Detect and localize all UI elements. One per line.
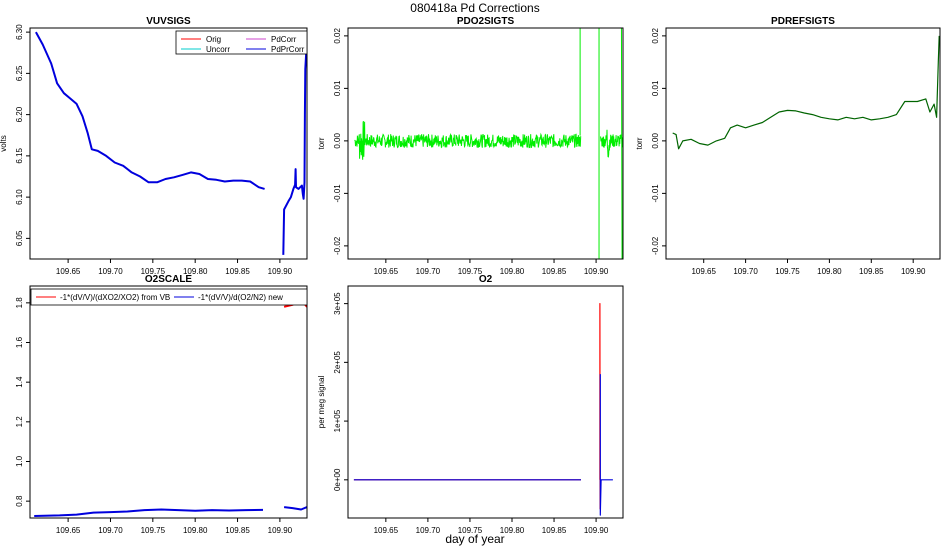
vuvsigs-plot — [35, 31, 307, 255]
pdrefsigts-xtick-label: 109.90 — [901, 267, 926, 276]
pdrefsigts-xtick-label: 109.85 — [859, 267, 884, 276]
pdrefsigts-series-line — [672, 35, 940, 150]
page-xlabel: day of year — [445, 532, 504, 546]
o2-ylabel: per meg signal — [317, 376, 326, 429]
pdo2sigts-ytick-label: -0.02 — [333, 236, 342, 255]
vuvsigs-ytick-label: 6.25 — [15, 65, 24, 81]
pdrefsigts-xtick-label: 109.80 — [817, 267, 842, 276]
o2scale-ytick-label: 1.8 — [15, 297, 24, 309]
o2scale-ytick-label: 0.8 — [15, 495, 24, 507]
o2scale-ytick-label: 1.2 — [15, 416, 24, 428]
pdo2sigts-ytick-label: 0.01 — [333, 80, 342, 96]
pdo2sigts-xtick-label: 109.70 — [416, 267, 441, 276]
o2scale-series-line — [283, 506, 307, 511]
o2scale-series-line — [34, 508, 264, 517]
vuvsigs-series-line — [35, 31, 265, 190]
o2-frame — [347, 285, 624, 519]
pdo2sigts-xtick-label: 109.85 — [542, 267, 567, 276]
pdo2sigts-xtick-label: 109.75 — [458, 267, 483, 276]
pdo2sigts-panel: PDO2SIGTS 109.65 109.70 109.75 109.80 109.85 1… — [317, 16, 624, 276]
o2-xtick-label: 109.90 — [584, 526, 609, 535]
o2scale-frame — [29, 285, 308, 519]
pdrefsigts-ytick-label: 0.01 — [651, 80, 660, 96]
o2scale-title: O2SCALE — [145, 274, 193, 285]
vuvsigs-xtick-label: 109.90 — [268, 267, 293, 276]
vuvsigs-legend-label: PdCorr — [271, 35, 297, 44]
vuvsigs-xtick-label: 109.65 — [56, 267, 81, 276]
pdrefsigts-xtick-label: 109.70 — [733, 267, 758, 276]
vuvsigs-ytick-label: 6.20 — [15, 106, 24, 122]
vuvsigs-ytick-label: 6.15 — [15, 148, 24, 164]
pdrefsigts-ytick-label: -0.02 — [651, 236, 660, 255]
vuvsigs-legend-label: PdPrCorr — [271, 45, 305, 54]
o2scale-xtick-label: 109.80 — [183, 526, 208, 535]
o2scale-legend-label: -1*(dV/V)/(dXO2/XO2) from VB — [60, 293, 170, 302]
o2scale-xtick-label: 109.85 — [225, 526, 250, 535]
pdo2sigts-title: PDO2SIGTS — [457, 16, 515, 27]
o2scale-xtick-label: 109.65 — [56, 526, 81, 535]
pdrefsigts-frame — [665, 27, 941, 260]
vuvsigs-series-line — [282, 52, 307, 255]
o2-ytick-label: 3e+05 — [333, 292, 342, 315]
pdo2sigts-ylabel: torr — [317, 137, 326, 149]
vuvsigs-ytick-label: 6.10 — [15, 189, 24, 205]
o2scale-legend-box — [30, 288, 308, 306]
o2-xtick-label: 109.70 — [416, 526, 441, 535]
vuvsigs-legend-box — [175, 30, 308, 55]
o2scale-xtick-label: 109.75 — [141, 526, 166, 535]
pdo2sigts-xtick-label: 109.80 — [500, 267, 525, 276]
vuvsigs-legend-label: Uncorr — [206, 45, 230, 54]
pdo2sigts-xtick-label: 109.90 — [584, 267, 609, 276]
vuvsigs-xtick-label: 109.70 — [98, 267, 123, 276]
pdrefsigts-plot — [672, 35, 940, 150]
vuvsigs-xtick-label: 109.75 — [141, 267, 166, 276]
o2scale-ytick-label: 1.6 — [15, 336, 24, 348]
o2scale-ytick-label: 1.4 — [15, 376, 24, 388]
pdrefsigts-ylabel: torr — [635, 137, 644, 149]
vuvsigs-xtick-label: 109.85 — [225, 267, 250, 276]
vuvsigs-xtick-label: 109.80 — [183, 267, 208, 276]
o2scale-legend-label: -1*(dV/V)/d(O2/N2) new — [198, 293, 283, 302]
pdrefsigts-xtick-label: 109.65 — [691, 267, 716, 276]
pdrefsigts-ytick-label: -0.01 — [651, 184, 660, 203]
pdo2sigts-series-line — [354, 28, 623, 259]
o2scale-panel: O2SCALE 109.65 109.70 109.75 109.80 109.85 109… — [15, 274, 308, 535]
pdo2sigts-ytick-label: 0.02 — [333, 28, 342, 44]
vuvsigs-ytick-label: 6.05 — [15, 230, 24, 246]
pdo2sigts-ytick-label: 0.00 — [333, 133, 342, 149]
o2-ytick-label: 0e+00 — [333, 468, 342, 491]
vuvsigs-legend-label: Orig — [206, 35, 221, 44]
o2-xtick-label: 109.75 — [458, 526, 483, 535]
o2scale-plot — [34, 292, 307, 517]
vuvsigs-title: VUVSIGS — [146, 16, 191, 27]
o2-xtick-label: 109.65 — [374, 526, 399, 535]
o2-series-line — [599, 374, 613, 516]
pdrefsigts-panel: PDREFSIGTS 109.65 109.70 109.75 109.80 109.85… — [635, 16, 941, 276]
vuvsigs-frame — [29, 27, 308, 260]
o2scale-ytick-label: 1.0 — [15, 455, 24, 467]
pdo2sigts-ytick-label: -0.01 — [333, 184, 342, 203]
vuvsigs-ylabel: volts — [0, 135, 8, 151]
o2-ytick-label: 1e+05 — [333, 409, 342, 432]
pdo2sigts-plot — [354, 28, 623, 259]
o2-panel: O2 109.65 109.70 109.75 109.80 109.85 109.90 0e… — [317, 274, 624, 535]
pdo2sigts-xtick-label: 109.65 — [374, 267, 399, 276]
o2-xtick-label: 109.80 — [500, 526, 525, 535]
o2-ytick-label: 2e+05 — [333, 351, 342, 374]
pdo2sigts-frame — [347, 27, 624, 260]
o2-plot — [353, 303, 613, 516]
vuvsigs-ytick-label: 6.30 — [15, 24, 24, 40]
pdrefsigts-xtick-label: 109.75 — [775, 267, 800, 276]
pdrefsigts-title: PDREFSIGTS — [771, 16, 835, 27]
panels: VUVSIGS 109.65 109.70 109.75 109.80 109.85 109… — [0, 16, 941, 535]
o2scale-xtick-label: 109.90 — [268, 526, 293, 535]
vuvsigs-panel: VUVSIGS 109.65 109.70 109.75 109.80 109.85 109… — [0, 16, 308, 276]
pdrefsigts-ytick-label: 0.02 — [651, 28, 660, 44]
o2scale-xtick-label: 109.70 — [98, 526, 123, 535]
pdrefsigts-ytick-label: 0.00 — [651, 133, 660, 149]
o2-title: O2 — [479, 274, 493, 285]
page-title: 080418a Pd Corrections — [410, 1, 539, 15]
o2-xtick-label: 109.85 — [542, 526, 567, 535]
